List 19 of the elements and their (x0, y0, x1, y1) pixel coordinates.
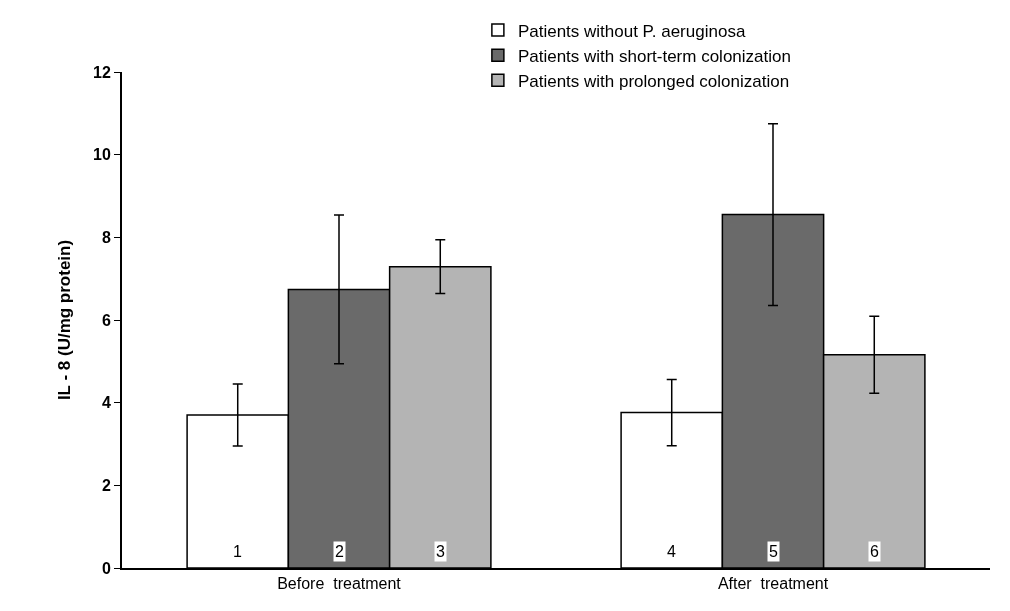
legend-label: Patients without P. aeruginosa (517, 21, 746, 41)
annotation: 5 (769, 543, 778, 560)
y-axis-title: IL - 8 (U/mg protein) (55, 239, 75, 401)
y-tick-label: 8 (101, 228, 111, 246)
annotation: 6 (870, 543, 879, 560)
x-tick-label: After treatment (717, 575, 829, 593)
y-tick-label: 6 (101, 311, 111, 329)
y-tick-label: 4 (101, 394, 111, 412)
x-tick-label: Before treatment (277, 575, 402, 593)
y-tick-label: 10 (93, 146, 111, 164)
legend-label: Patients with prolonged colonization (517, 71, 790, 91)
annotation: 3 (436, 543, 445, 560)
annotation: 2 (335, 543, 344, 560)
legend-label: Patients with short-term colonization (517, 46, 791, 66)
y-tick-label: 0 (101, 559, 111, 577)
y-tick-label: 12 (93, 63, 111, 81)
annotation: 1 (233, 543, 242, 560)
y-tick-label: 2 (101, 476, 111, 494)
annotation: 4 (667, 543, 676, 560)
